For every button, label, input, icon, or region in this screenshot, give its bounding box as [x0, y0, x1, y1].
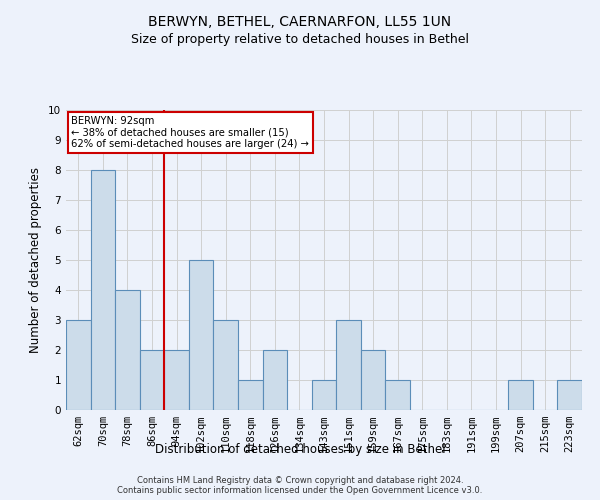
Bar — [336, 320, 361, 410]
Bar — [312, 380, 336, 410]
Bar — [189, 260, 214, 410]
Bar — [91, 170, 115, 410]
Bar — [66, 320, 91, 410]
Bar — [361, 350, 385, 410]
Text: Contains HM Land Registry data © Crown copyright and database right 2024.
Contai: Contains HM Land Registry data © Crown c… — [118, 476, 482, 495]
Text: BERWYN: 92sqm
← 38% of detached houses are smaller (15)
62% of semi-detached hou: BERWYN: 92sqm ← 38% of detached houses a… — [71, 116, 309, 149]
Text: Size of property relative to detached houses in Bethel: Size of property relative to detached ho… — [131, 32, 469, 46]
Text: BERWYN, BETHEL, CAERNARFON, LL55 1UN: BERWYN, BETHEL, CAERNARFON, LL55 1UN — [148, 15, 452, 29]
Bar — [238, 380, 263, 410]
Y-axis label: Number of detached properties: Number of detached properties — [29, 167, 43, 353]
Bar — [385, 380, 410, 410]
Bar — [164, 350, 189, 410]
Text: Distribution of detached houses by size in Bethel: Distribution of detached houses by size … — [155, 442, 445, 456]
Bar — [508, 380, 533, 410]
Bar — [263, 350, 287, 410]
Bar — [115, 290, 140, 410]
Bar — [140, 350, 164, 410]
Bar — [557, 380, 582, 410]
Bar — [214, 320, 238, 410]
